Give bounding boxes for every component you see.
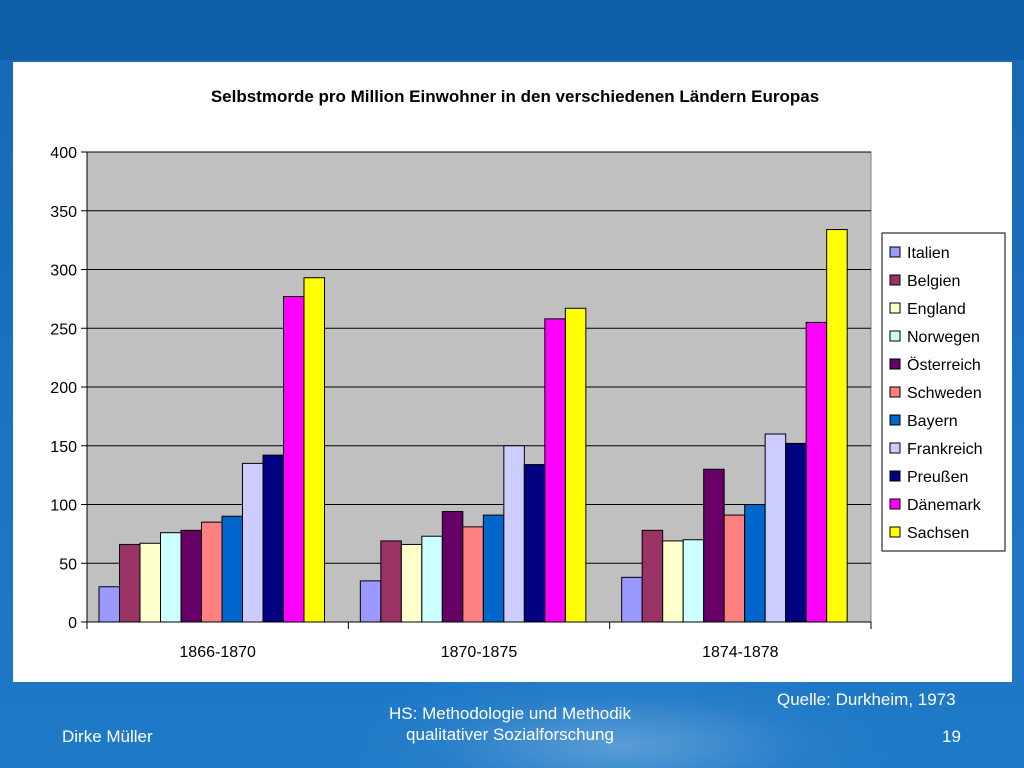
bar — [764, 433, 787, 623]
y-tick-label: 350 — [50, 204, 77, 221]
bar — [160, 532, 182, 623]
bar — [303, 277, 325, 623]
y-tick-label: 0 — [68, 615, 77, 632]
chart-title: Selbstmorde pro Million Einwohner in den… — [211, 87, 819, 106]
legend: Italien Belgien England Norwegen Österreich S… — [881, 232, 1006, 552]
legend-label: Dänemark — [907, 497, 982, 514]
bar — [441, 511, 464, 623]
source-citation: Quelle: Durkheim, 1973 — [777, 690, 956, 709]
bar — [503, 445, 525, 623]
bar — [703, 468, 725, 623]
legend-label: England — [907, 301, 966, 318]
legend-label: Belgien — [907, 273, 960, 290]
page-number: 19 — [942, 727, 961, 746]
legend-box — [881, 232, 1006, 552]
legend-swatch — [889, 442, 901, 454]
bar — [785, 442, 807, 623]
y-tick-label: 400 — [50, 145, 77, 162]
bar — [621, 576, 643, 623]
bar — [98, 586, 120, 623]
bar — [283, 296, 305, 623]
chart-panel: Selbstmorde pro Million Einwohner in den… — [13, 62, 1012, 682]
bar-chart: Selbstmorde pro Million Einwohner in den… — [50, 87, 1006, 661]
bar — [262, 454, 284, 623]
bar — [826, 229, 848, 623]
legend-swatch — [889, 358, 901, 370]
legend-label: Italien — [907, 245, 950, 262]
bar — [221, 515, 243, 623]
legend-label: Bayern — [907, 413, 958, 430]
bar — [380, 540, 402, 623]
plot-area: 0 50 100 150 200 250 300 350 400 1866-1870 1870-18… — [50, 145, 872, 661]
legend-label: Österreich — [907, 356, 981, 374]
legend-label: Norwegen — [907, 329, 980, 346]
bar — [662, 540, 684, 623]
bar — [180, 529, 202, 623]
legend-swatch — [889, 330, 901, 342]
bar — [400, 543, 423, 623]
legend-swatch — [889, 470, 901, 482]
legend-swatch — [889, 302, 901, 314]
legend-label: Schweden — [907, 385, 982, 402]
bar — [641, 529, 664, 623]
y-tick-label: 250 — [50, 321, 77, 338]
bar — [805, 321, 828, 623]
bar — [482, 514, 505, 623]
bar — [119, 543, 141, 623]
legend-swatch — [889, 414, 901, 426]
course-title: HS: Methodologie und Methodik qualitativ… — [340, 703, 680, 745]
y-tick-label: 150 — [50, 439, 77, 456]
legend-label: Sachsen — [907, 525, 969, 542]
legend-swatch — [889, 386, 901, 398]
y-tick-label: 300 — [50, 263, 77, 280]
bar — [139, 542, 161, 623]
x-tick-label: 1874-1878 — [702, 644, 779, 661]
y-tick-label: 100 — [50, 498, 77, 515]
x-tick-label: 1870-1875 — [441, 644, 518, 661]
bar — [359, 580, 382, 623]
bar — [723, 514, 746, 623]
bar — [242, 462, 264, 623]
bar — [421, 535, 443, 623]
legend-swatch — [889, 498, 901, 510]
bar — [744, 504, 766, 623]
legend-swatch — [889, 274, 901, 286]
legend-label: Preußen — [907, 469, 968, 486]
course-title-line-2: qualitativer Sozialforschung — [406, 725, 614, 744]
author-name: Dirke Müller — [62, 727, 153, 746]
legend-label: Frankreich — [907, 441, 983, 458]
legend-swatch — [889, 246, 901, 258]
course-title-line-1: HS: Methodologie und Methodik — [389, 704, 631, 723]
bar — [462, 526, 484, 623]
bar — [544, 318, 566, 623]
x-tick-label: 1866-1870 — [179, 644, 256, 661]
bar — [201, 521, 223, 623]
y-tick-label: 50 — [59, 556, 77, 573]
bar — [682, 539, 705, 623]
y-tick-label: 200 — [50, 380, 77, 397]
bar — [564, 307, 587, 623]
bar — [523, 464, 546, 623]
legend-swatch — [889, 526, 901, 538]
